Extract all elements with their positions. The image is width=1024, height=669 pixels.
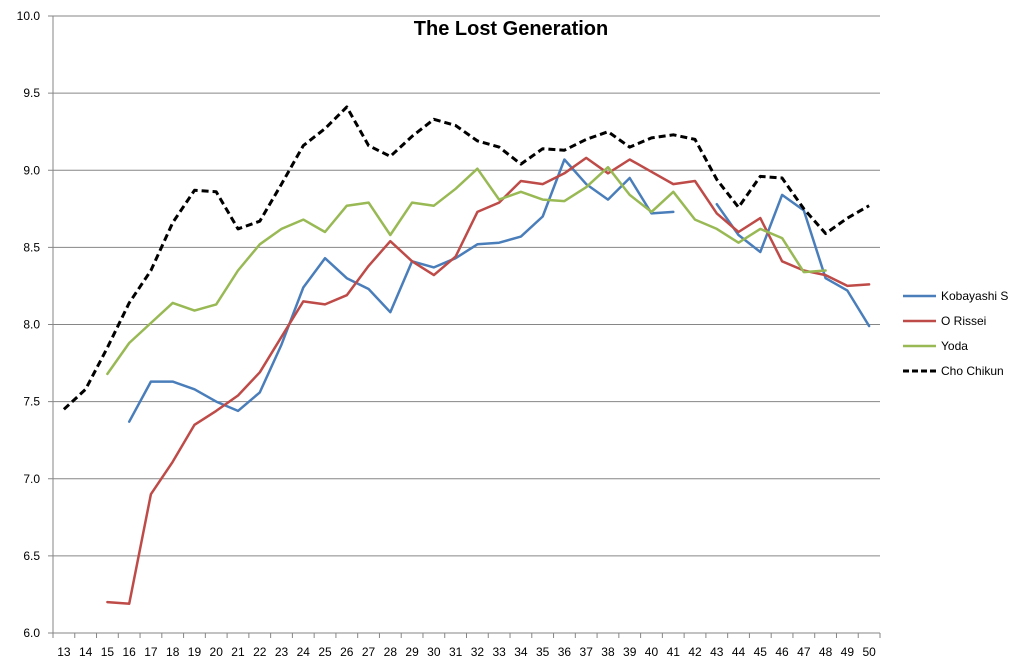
x-tick-label: 49 bbox=[841, 645, 855, 659]
series-cho-chikun bbox=[62, 105, 870, 411]
x-tick-label: 50 bbox=[862, 645, 876, 659]
x-tick-label: 13 bbox=[57, 645, 71, 659]
x-tick-label: 19 bbox=[188, 645, 202, 659]
x-tick-label: 45 bbox=[754, 645, 768, 659]
y-tick-label: 8.0 bbox=[23, 318, 40, 332]
x-tick-label: 42 bbox=[688, 645, 702, 659]
x-tick-label: 14 bbox=[79, 645, 93, 659]
x-tick-label: 23 bbox=[275, 645, 289, 659]
x-tick-label: 26 bbox=[340, 645, 354, 659]
x-tick-label: 18 bbox=[166, 645, 180, 659]
x-tick-label: 41 bbox=[667, 645, 681, 659]
x-tick-label: 29 bbox=[405, 645, 419, 659]
x-tick-label: 15 bbox=[101, 645, 115, 659]
y-tick-label: 7.0 bbox=[23, 472, 40, 486]
x-tick-label: 32 bbox=[471, 645, 485, 659]
legend-label: O Rissei bbox=[941, 314, 986, 328]
y-tick-label: 6.5 bbox=[23, 549, 40, 563]
x-tick-label: 38 bbox=[601, 645, 615, 659]
legend-label: Cho Chikun bbox=[941, 364, 1004, 378]
chart-title: The Lost Generation bbox=[414, 18, 608, 40]
gridlines bbox=[53, 15, 880, 557]
x-tick-label: 34 bbox=[514, 645, 528, 659]
x-tick-label: 22 bbox=[253, 645, 267, 659]
x-tick-label: 35 bbox=[536, 645, 550, 659]
x-tick-label: 47 bbox=[797, 645, 811, 659]
x-tick-label: 31 bbox=[449, 645, 463, 659]
x-tick-label: 16 bbox=[122, 645, 136, 659]
series-line bbox=[106, 165, 827, 376]
y-tick-label: 9.0 bbox=[23, 163, 40, 177]
y-tick-label: 9.5 bbox=[23, 86, 40, 100]
series-kobayashi-s bbox=[127, 158, 871, 423]
y-tick-label: 6.0 bbox=[23, 626, 40, 640]
series-line bbox=[715, 193, 871, 328]
x-tick-label: 36 bbox=[558, 645, 572, 659]
axes: 6.0 6.5 7.0 7.5 8.0 8.5 9.0 9.5 10.0 13 14 15 16 17 18… bbox=[17, 9, 881, 659]
x-tick-label: 43 bbox=[710, 645, 724, 659]
legend-label: Kobayashi S bbox=[941, 289, 1008, 303]
series-o-rissei bbox=[106, 156, 871, 605]
x-tick-label: 28 bbox=[384, 645, 398, 659]
legend-label: Yoda bbox=[941, 339, 968, 353]
x-tick-label: 25 bbox=[318, 645, 332, 659]
x-tick-label: 21 bbox=[231, 645, 245, 659]
legend: Kobayashi S O Rissei Yoda Cho Chikun bbox=[903, 289, 1008, 378]
y-tick-label: 10.0 bbox=[17, 9, 41, 23]
x-tick-label: 37 bbox=[580, 645, 594, 659]
x-tick-label: 27 bbox=[362, 645, 376, 659]
y-tick-label: 7.5 bbox=[23, 395, 40, 409]
x-tick-label: 46 bbox=[775, 645, 789, 659]
series-line bbox=[62, 105, 870, 411]
x-tick-label: 40 bbox=[645, 645, 659, 659]
y-tick-label: 8.5 bbox=[23, 240, 40, 254]
x-tick-label: 30 bbox=[427, 645, 441, 659]
x-tick-label: 44 bbox=[732, 645, 746, 659]
series-yoda bbox=[106, 165, 827, 376]
x-tick-label: 20 bbox=[210, 645, 224, 659]
series-line bbox=[106, 156, 871, 605]
x-tick-label: 17 bbox=[144, 645, 158, 659]
x-tick-label: 39 bbox=[623, 645, 637, 659]
x-tick-label: 24 bbox=[297, 645, 311, 659]
series-lines bbox=[62, 105, 871, 605]
x-tick-label: 33 bbox=[492, 645, 506, 659]
series-line bbox=[127, 158, 675, 423]
x-tick-label: 48 bbox=[819, 645, 833, 659]
